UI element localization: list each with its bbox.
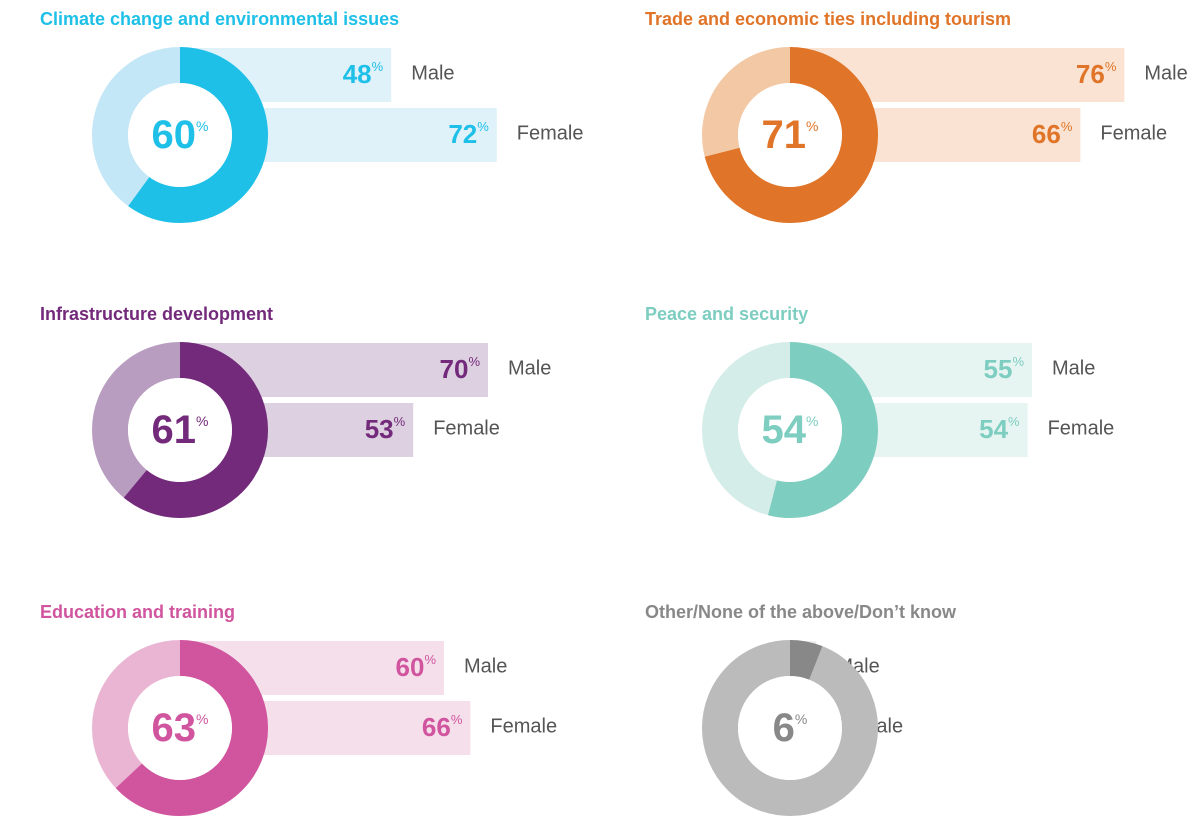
value-number: 70 [440,354,469,384]
panel-title: Trade and economic ties including touris… [645,9,1011,29]
center-value: 71% [762,113,819,157]
value-unit: % [372,59,384,74]
donut-hole [128,83,232,187]
category-label: Female [1048,417,1115,439]
center-value: 6% [773,706,808,750]
center-unit: % [795,711,807,727]
center-value: 60% [152,113,209,157]
value-unit: % [477,119,489,134]
value-number: 54 [979,414,1008,444]
value-unit: % [1105,59,1117,74]
center-number: 60 [152,113,197,157]
value-label: 55% [984,354,1025,384]
donut-hole [128,378,232,482]
value-label: 70% [440,354,481,384]
donut-arc [92,47,268,223]
value-number: 72 [448,119,477,149]
donut-arc [702,342,878,518]
value-unit: % [1008,414,1020,429]
panel-title: Peace and security [645,304,808,324]
center-value: 54% [762,408,819,452]
panel-title: Climate change and environmental issues [40,9,399,29]
center-value: 61% [152,408,209,452]
panel: Peace and security 55% Male 54% Female 54% [645,304,1115,518]
panel-title: Education and training [40,602,235,622]
donut-arc [702,47,878,223]
category-label: Female [517,122,584,144]
value-number: 66 [1032,119,1061,149]
donut-arc [92,342,268,518]
value-unit: % [451,712,463,727]
value-number: 60 [396,652,425,682]
center-unit: % [196,118,208,134]
panel: Trade and economic ties including touris… [645,9,1188,223]
donut-arc [92,640,268,816]
category-label: Female [490,715,557,737]
value-unit: % [1012,354,1024,369]
value-unit: % [394,414,406,429]
value-label: 60% [396,652,437,682]
category-label: Male [411,62,454,84]
category-label: Male [464,655,507,677]
panel-title: Other/None of the above/Don’t know [645,602,957,622]
value-label: 66% [422,712,463,742]
center-value: 63% [152,706,209,750]
value-unit: % [468,354,480,369]
center-number: 54 [762,408,807,452]
donut-hole [738,676,842,780]
value-number: 55 [984,354,1013,384]
value-label: 72% [448,119,489,149]
donut-hole [738,378,842,482]
panel: Education and training 60% Male 66% Female 63… [40,602,557,816]
value-label: 48% [343,59,384,89]
value-label: 54% [979,414,1020,444]
center-unit: % [196,413,208,429]
category-label: Male [1052,357,1095,379]
value-number: 48 [343,59,372,89]
donut-arc [702,640,878,816]
center-number: 61 [152,408,197,452]
value-number: 53 [365,414,394,444]
value-unit: % [424,652,436,667]
value-label: 66% [1032,119,1073,149]
donut-hole [128,676,232,780]
center-number: 63 [152,706,197,750]
category-label: Male [1144,62,1187,84]
donut-hole [738,83,842,187]
category-label: Female [1100,122,1167,144]
panel: Climate change and environmental issues 4… [40,9,584,223]
center-number: 71 [762,113,807,157]
panel: Infrastructure development 70% Male 53% Fema… [40,304,551,518]
category-label: Male [508,357,551,379]
value-number: 76 [1076,59,1105,89]
value-number: 66 [422,712,451,742]
center-unit: % [806,413,818,429]
category-label: Female [433,417,500,439]
value-unit: % [1061,119,1073,134]
value-label: 76% [1076,59,1117,89]
value-label: 53% [365,414,406,444]
center-unit: % [806,118,818,134]
panel-title: Infrastructure development [40,304,273,324]
center-unit: % [196,711,208,727]
center-number: 6 [773,706,795,750]
